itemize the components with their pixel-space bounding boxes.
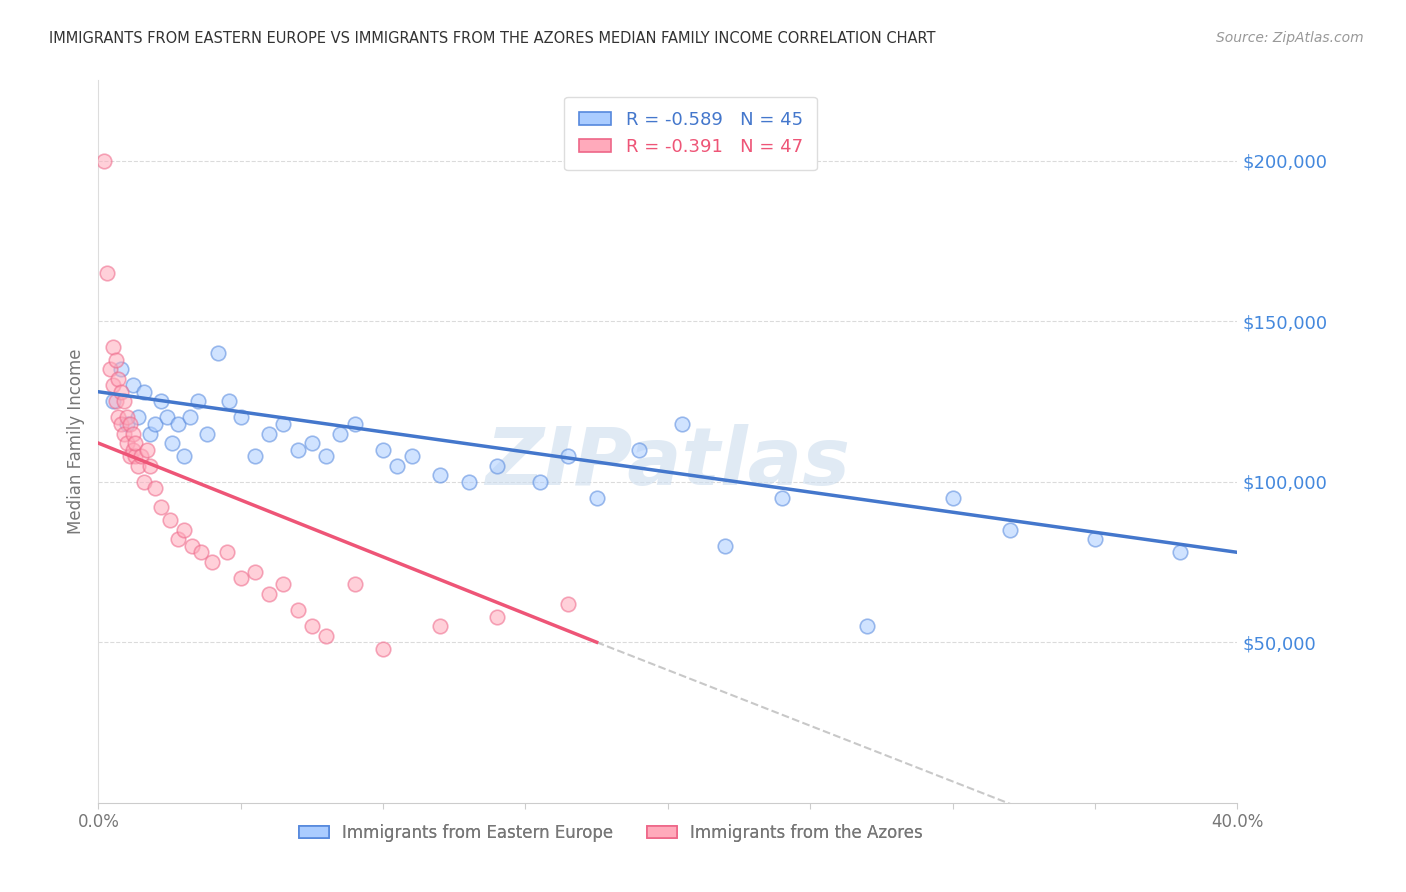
Point	[129, 449, 152, 463]
Point	[96, 266, 118, 280]
Point	[486, 458, 509, 473]
Point	[115, 410, 138, 425]
Point	[343, 577, 366, 591]
Point	[942, 491, 965, 505]
Point	[287, 603, 309, 617]
Point	[243, 565, 266, 579]
Point	[1170, 545, 1192, 559]
Point	[243, 449, 266, 463]
Point	[132, 475, 155, 489]
Point	[173, 449, 195, 463]
Point	[287, 442, 309, 457]
Text: IMMIGRANTS FROM EASTERN EUROPE VS IMMIGRANTS FROM THE AZORES MEDIAN FAMILY INCOM: IMMIGRANTS FROM EASTERN EUROPE VS IMMIGR…	[49, 31, 936, 46]
Point	[429, 619, 451, 633]
Point	[273, 577, 295, 591]
Point	[181, 539, 204, 553]
Point	[557, 449, 579, 463]
Point	[315, 449, 337, 463]
Point	[150, 394, 173, 409]
Point	[315, 629, 337, 643]
Point	[121, 442, 143, 457]
Point	[529, 475, 551, 489]
Point	[195, 426, 218, 441]
Legend: Immigrants from Eastern Europe, Immigrants from the Azores: Immigrants from Eastern Europe, Immigran…	[292, 817, 929, 848]
Point	[179, 410, 201, 425]
Point	[118, 417, 141, 431]
Point	[101, 394, 124, 409]
Point	[127, 410, 149, 425]
Point	[112, 394, 135, 409]
Point	[135, 442, 157, 457]
Point	[714, 539, 737, 553]
Point	[112, 426, 135, 441]
Point	[93, 153, 115, 168]
Point	[557, 597, 579, 611]
Point	[110, 384, 132, 399]
Point	[98, 362, 121, 376]
Point	[628, 442, 651, 457]
Point	[207, 346, 229, 360]
Point	[150, 500, 173, 515]
Point	[162, 436, 184, 450]
Text: Source: ZipAtlas.com: Source: ZipAtlas.com	[1216, 31, 1364, 45]
Point	[229, 410, 252, 425]
Point	[457, 475, 479, 489]
Point	[218, 394, 240, 409]
Point	[124, 436, 146, 450]
Point	[121, 378, 143, 392]
Point	[110, 417, 132, 431]
Point	[229, 571, 252, 585]
Point	[373, 442, 395, 457]
Y-axis label: Median Family Income: Median Family Income	[66, 349, 84, 534]
Point	[107, 410, 129, 425]
Point	[101, 378, 124, 392]
Point	[104, 352, 127, 367]
Point	[107, 372, 129, 386]
Point	[159, 513, 181, 527]
Point	[104, 394, 127, 409]
Point	[387, 458, 409, 473]
Text: ZIPatlas: ZIPatlas	[485, 425, 851, 502]
Point	[101, 340, 124, 354]
Point	[429, 468, 451, 483]
Point	[110, 362, 132, 376]
Point	[486, 609, 509, 624]
Point	[215, 545, 238, 559]
Point	[115, 436, 138, 450]
Point	[373, 641, 395, 656]
Point	[118, 449, 141, 463]
Point	[167, 417, 190, 431]
Point	[190, 545, 212, 559]
Point	[585, 491, 607, 505]
Point	[1084, 533, 1107, 547]
Point	[329, 426, 352, 441]
Point	[259, 587, 281, 601]
Point	[145, 417, 167, 431]
Point	[201, 555, 224, 569]
Point	[173, 523, 195, 537]
Point	[187, 394, 209, 409]
Point	[121, 426, 143, 441]
Point	[343, 417, 366, 431]
Point	[301, 619, 323, 633]
Point	[167, 533, 190, 547]
Point	[401, 449, 423, 463]
Point	[273, 417, 295, 431]
Point	[124, 449, 146, 463]
Point	[671, 417, 693, 431]
Point	[856, 619, 879, 633]
Point	[998, 523, 1021, 537]
Point	[138, 458, 160, 473]
Point	[770, 491, 793, 505]
Point	[138, 426, 160, 441]
Point	[115, 417, 138, 431]
Point	[127, 458, 149, 473]
Point	[301, 436, 323, 450]
Point	[132, 384, 155, 399]
Point	[259, 426, 281, 441]
Point	[145, 481, 167, 495]
Point	[156, 410, 179, 425]
